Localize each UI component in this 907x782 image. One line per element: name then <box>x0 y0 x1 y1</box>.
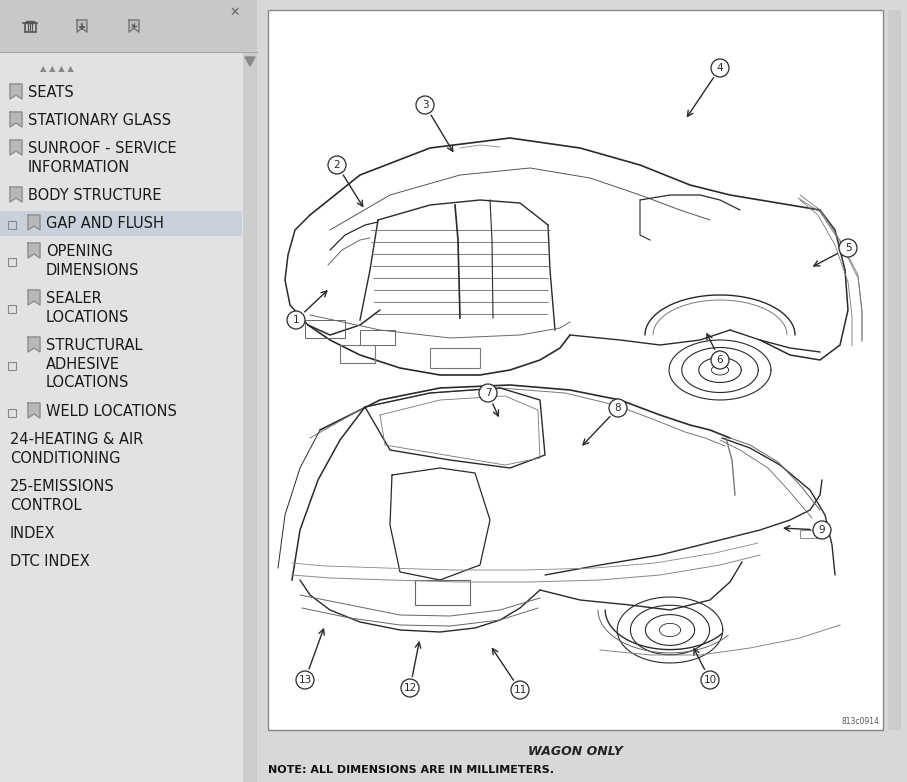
Text: 1: 1 <box>293 315 299 325</box>
Bar <box>8 221 16 228</box>
Text: 6: 6 <box>717 355 723 365</box>
Bar <box>8 258 16 266</box>
Bar <box>268 10 883 730</box>
Polygon shape <box>10 187 22 202</box>
Bar <box>800 530 818 538</box>
Bar <box>26 20 34 23</box>
Text: 12: 12 <box>404 683 416 693</box>
Polygon shape <box>28 215 40 230</box>
Polygon shape <box>245 57 255 66</box>
Bar <box>888 10 901 730</box>
Circle shape <box>401 679 419 697</box>
Circle shape <box>511 681 529 699</box>
Bar <box>24 23 35 31</box>
Bar <box>360 330 395 345</box>
Polygon shape <box>10 84 22 99</box>
Text: 24-HEATING & AIR
CONDITIONING: 24-HEATING & AIR CONDITIONING <box>10 432 143 465</box>
Circle shape <box>296 671 314 689</box>
Text: 4: 4 <box>717 63 723 73</box>
Text: 10: 10 <box>704 675 717 685</box>
Polygon shape <box>10 112 22 127</box>
Circle shape <box>609 399 627 417</box>
Text: STRUCTURAL
ADHESIVE
LOCATIONS: STRUCTURAL ADHESIVE LOCATIONS <box>46 338 142 390</box>
Text: 9: 9 <box>819 525 825 535</box>
Polygon shape <box>77 20 87 32</box>
Bar <box>305 320 345 338</box>
Text: 8: 8 <box>615 403 621 413</box>
Circle shape <box>711 59 729 77</box>
Text: SEALER
LOCATIONS: SEALER LOCATIONS <box>46 291 130 325</box>
Polygon shape <box>28 243 40 258</box>
Bar <box>0 211 242 236</box>
Text: NOTE: ALL DIMENSIONS ARE IN MILLIMETERS.: NOTE: ALL DIMENSIONS ARE IN MILLIMETERS. <box>268 765 554 775</box>
Text: BODY STRUCTURE: BODY STRUCTURE <box>28 188 161 203</box>
Polygon shape <box>28 337 40 352</box>
Circle shape <box>839 239 857 257</box>
Bar <box>8 361 16 370</box>
Bar <box>0 0 257 52</box>
Text: 5: 5 <box>844 243 852 253</box>
Text: ▲ ▲ ▲ ▲: ▲ ▲ ▲ ▲ <box>40 64 73 73</box>
Circle shape <box>287 311 305 329</box>
Text: 3: 3 <box>422 100 428 110</box>
Text: 813c0914: 813c0914 <box>841 717 879 726</box>
Text: DTC INDEX: DTC INDEX <box>10 554 90 569</box>
Text: SEATS: SEATS <box>28 85 73 100</box>
Text: 25-EMISSIONS
CONTROL: 25-EMISSIONS CONTROL <box>10 479 115 512</box>
Polygon shape <box>28 290 40 305</box>
Bar <box>8 408 16 417</box>
Polygon shape <box>129 20 139 32</box>
Polygon shape <box>28 403 40 418</box>
Text: 13: 13 <box>298 675 312 685</box>
Text: SUNROOF - SERVICE
INFORMATION: SUNROOF - SERVICE INFORMATION <box>28 141 177 174</box>
Text: WELD LOCATIONS: WELD LOCATIONS <box>46 404 177 419</box>
Text: 7: 7 <box>484 388 492 398</box>
Text: OPENING
DIMENSIONS: OPENING DIMENSIONS <box>46 244 140 278</box>
Circle shape <box>328 156 346 174</box>
Circle shape <box>711 351 729 369</box>
Circle shape <box>416 96 434 114</box>
Text: ✕: ✕ <box>229 6 240 19</box>
Circle shape <box>701 671 719 689</box>
Bar <box>430 348 480 368</box>
Text: STATIONARY GLASS: STATIONARY GLASS <box>28 113 171 128</box>
Text: INDEX: INDEX <box>10 526 55 541</box>
Bar <box>340 345 375 363</box>
Polygon shape <box>10 140 22 155</box>
Text: 11: 11 <box>513 685 527 695</box>
Circle shape <box>479 384 497 402</box>
Text: GAP AND FLUSH: GAP AND FLUSH <box>46 216 164 231</box>
Bar <box>415 580 470 605</box>
Text: WAGON ONLY: WAGON ONLY <box>528 745 623 758</box>
Bar <box>8 305 16 313</box>
Circle shape <box>813 521 831 539</box>
Bar <box>0 52 243 782</box>
Text: 2: 2 <box>334 160 340 170</box>
Bar <box>243 52 257 782</box>
